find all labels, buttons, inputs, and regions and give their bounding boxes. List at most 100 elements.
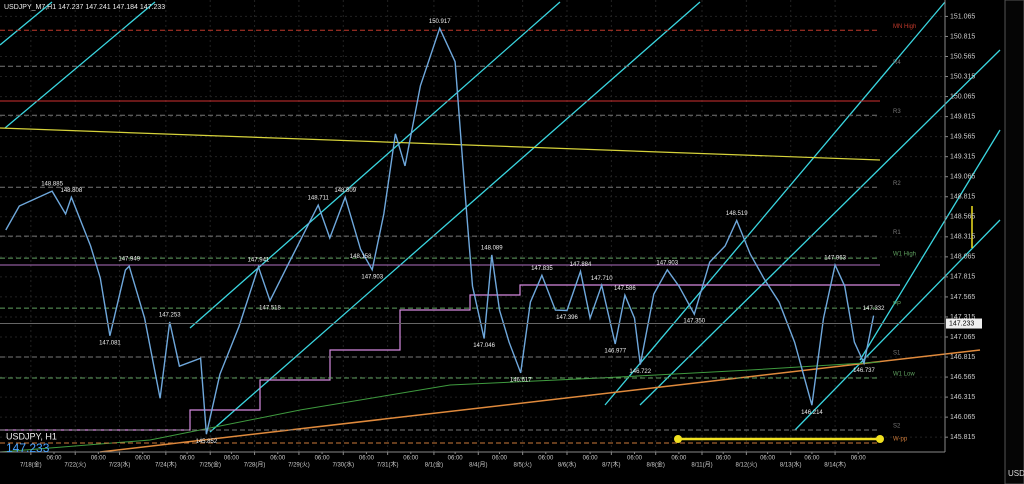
- x-tick-label: 8/8(金): [647, 461, 665, 469]
- price-annotation: 146.977: [604, 349, 626, 355]
- channel-lines: [0, 1, 1001, 433]
- x-tick-label: 7/24(木): [155, 461, 177, 469]
- segment-dot: [674, 435, 682, 443]
- time-tick-label: 06:00: [671, 456, 687, 462]
- side-label: USD: [1008, 469, 1024, 478]
- ma-line: [0, 361, 881, 453]
- y-tick-label: 146.815: [950, 354, 975, 361]
- y-tick-label: 149.315: [950, 154, 975, 161]
- y-tick-label: 148.065: [950, 254, 975, 261]
- x-tick-label: 8/6(水): [558, 461, 576, 469]
- channel-line: [794, 219, 1001, 431]
- channel-line: [604, 1, 946, 406]
- symbol-label: USDJPY, H1: [6, 431, 57, 441]
- channel-line: [859, 129, 1001, 361]
- price-annotation: 147.710: [591, 276, 613, 282]
- time-tick-label: 06:00: [270, 456, 286, 462]
- yellow-line: [0, 127, 881, 161]
- price-annotation: 148.808: [61, 188, 83, 194]
- price-annotation: 147.396: [556, 315, 578, 321]
- price-annotation: 145.852: [196, 439, 218, 445]
- time-tick-label: 06:00: [46, 456, 62, 462]
- x-tick-label: 7/31(木): [377, 461, 399, 469]
- price-annotation: 147.903: [656, 260, 678, 266]
- time-tick-label: 06:00: [135, 456, 151, 462]
- price-annotation: 147.350: [683, 319, 705, 325]
- price-annotation: 148.711: [308, 196, 330, 202]
- y-tick-label: 150.065: [950, 93, 975, 100]
- x-tick-label: 7/28(月): [244, 462, 266, 469]
- time-tick-label: 06:00: [627, 456, 643, 462]
- price-annotation: 146.737: [853, 368, 875, 374]
- y-tick-label: 147.065: [950, 334, 975, 341]
- price-annotation: 147.903: [361, 274, 383, 280]
- orange-line: [99, 349, 981, 453]
- price-line: [5, 26, 875, 435]
- header: USDJPY_M7,H1 147.237 147.241 147.184 147…: [4, 4, 165, 11]
- level-label: PP: [893, 302, 901, 308]
- x-tick-label: 8/1(金): [425, 461, 443, 469]
- x-tick-label: 8/14(木): [824, 461, 846, 469]
- level-label: S2: [893, 424, 901, 430]
- time-tick-label: 06:00: [851, 456, 867, 462]
- time-tick-label: 06:00: [359, 456, 375, 462]
- level-label: R1: [893, 230, 901, 236]
- x-tick-label: 7/18(金): [20, 461, 42, 469]
- level-label: W1 Low: [893, 372, 915, 378]
- level-label: R3: [893, 109, 901, 115]
- time-tick-label: 06:00: [448, 456, 464, 462]
- price-annotation: 148.158: [350, 254, 372, 260]
- level-label: R4: [893, 60, 901, 66]
- time-tick-label: 06:00: [804, 456, 820, 462]
- y-tick-label: 148.565: [950, 214, 975, 221]
- current-price-big: 147.233: [6, 441, 50, 455]
- price-annotation: 147.081: [99, 340, 121, 346]
- price-annotation: 147.518: [259, 305, 281, 311]
- channel-line: [639, 49, 1001, 406]
- price-annotation: 148.519: [726, 211, 748, 217]
- time-tick-label: 06:00: [91, 456, 107, 462]
- channel-line: [0, 1, 53, 46]
- time-tick-label: 06:00: [538, 456, 554, 462]
- level-label: S1: [893, 351, 901, 357]
- price-annotation: 147.949: [118, 257, 140, 263]
- price-annotation: 146.214: [801, 410, 823, 416]
- y-tick-label: 148.815: [950, 194, 975, 201]
- time-tick-label: 06:00: [315, 456, 331, 462]
- y-tick-label: 148.315: [950, 234, 975, 241]
- price-annotation: 148.885: [41, 182, 63, 188]
- y-tick-label: 149.565: [950, 133, 975, 140]
- level-label: W-pp: [893, 437, 908, 443]
- price-annotation: 147.586: [614, 286, 636, 292]
- time-tick-label: 06:00: [716, 456, 732, 462]
- x-tick-label: 7/22(火): [64, 462, 86, 469]
- y-tick-label: 147.315: [950, 314, 975, 321]
- price-annotation: 146.617: [510, 377, 532, 383]
- time-tick-label: 06:00: [583, 456, 599, 462]
- y-tick-label: 146.565: [950, 374, 975, 381]
- time-tick-label: 06:00: [180, 456, 196, 462]
- y-tick-label: 147.565: [950, 294, 975, 301]
- price-annotation: 146.722: [629, 369, 651, 375]
- level-label: R2: [893, 181, 901, 187]
- time-tick-label: 06:00: [403, 456, 419, 462]
- level-label: MN High: [893, 24, 916, 30]
- y-tick-label: 150.565: [950, 53, 975, 60]
- x-tick-label: 7/29(火): [288, 462, 310, 469]
- current-price-box: [946, 318, 982, 329]
- x-tick-label: 8/4(月): [469, 462, 487, 469]
- y-tick-label: 146.315: [950, 394, 975, 401]
- price-annotation: 147.835: [531, 266, 553, 272]
- y-tick-label: 147.815: [950, 274, 975, 281]
- x-tick-label: 8/13(水): [780, 461, 802, 469]
- price-annotation: 147.046: [473, 343, 495, 349]
- y-tick-label: 146.065: [950, 414, 975, 421]
- time-tick-label: 06:00: [492, 456, 508, 462]
- x-tick-label: 7/25(金): [199, 461, 221, 469]
- price-annotation: 147.253: [159, 313, 181, 319]
- channel-line: [189, 1, 561, 329]
- time-tick-label: 06:00: [760, 456, 776, 462]
- current-price-tag: 147.233: [949, 320, 974, 327]
- level-label: W1 High: [893, 252, 916, 258]
